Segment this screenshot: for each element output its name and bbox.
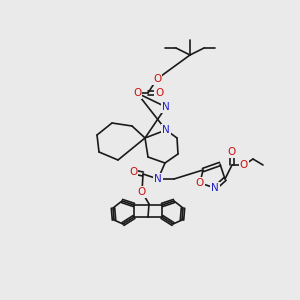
Text: O: O: [129, 167, 137, 177]
Text: O: O: [196, 178, 204, 188]
Text: O: O: [155, 88, 163, 98]
Text: N: N: [211, 183, 219, 193]
Text: O: O: [240, 160, 248, 170]
Text: N: N: [162, 102, 170, 112]
Text: O: O: [153, 74, 161, 84]
Text: N: N: [154, 174, 162, 184]
Text: O: O: [228, 147, 236, 157]
Text: N: N: [154, 174, 162, 184]
Text: N: N: [162, 125, 170, 135]
Text: O: O: [133, 88, 141, 98]
Text: O: O: [138, 187, 146, 197]
Text: N: N: [162, 125, 170, 135]
